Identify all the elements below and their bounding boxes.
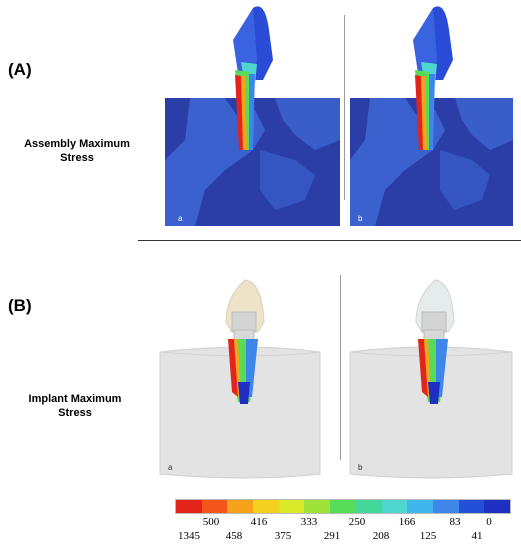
- legend-upper-label: 333: [300, 516, 318, 528]
- implant-image-a-tag: a: [168, 463, 173, 472]
- assembly-image-a-tag: a: [178, 214, 183, 223]
- legend-upper-label: 83: [449, 516, 461, 528]
- legend-swatch: [330, 500, 356, 513]
- panel-b-row-title-line2: Stress: [58, 407, 92, 419]
- panel-a-row-title-line1: Assembly Maximum: [24, 138, 130, 150]
- legend-upper-label: 250: [348, 516, 366, 528]
- legend-swatch: [484, 500, 510, 513]
- legend-swatch: [253, 500, 279, 513]
- implant-stress-image-a: a: [159, 279, 321, 479]
- panel-b-row-title: Implant Maximum Stress: [0, 392, 150, 420]
- panel-b-separator: [340, 275, 341, 460]
- legend-upper-labels: 500 416 333 250 166 83 0: [175, 516, 509, 530]
- legend-lower-label: 125: [419, 530, 437, 542]
- legend-swatch: [201, 500, 228, 513]
- legend-swatch: [432, 500, 459, 513]
- panel-a-row-title: Assembly Maximum Stress: [2, 137, 152, 165]
- assembly-stress-image-a: a: [165, 6, 340, 226]
- legend-swatch: [176, 500, 202, 513]
- legend-swatch: [381, 500, 408, 513]
- legend-lower-label: 291: [323, 530, 341, 542]
- legend-swatch: [458, 500, 485, 513]
- legend-upper-label: 416: [250, 516, 268, 528]
- panel-a-row-title-line2: Stress: [60, 152, 94, 164]
- panel-a-separator: [344, 15, 345, 200]
- legend-upper-label: 500: [202, 516, 220, 528]
- legend-lower-label: 1345: [178, 530, 200, 542]
- legend-swatch: [227, 500, 254, 513]
- implant-image-b-tag: b: [358, 463, 363, 472]
- legend-lower-label: 41: [471, 530, 483, 542]
- assembly-stress-image-b: b: [350, 6, 513, 226]
- panel-b-row-title-line1: Implant Maximum: [28, 393, 122, 405]
- panel-divider: [138, 240, 521, 241]
- stress-color-legend: [175, 499, 511, 514]
- legend-lower-label: 375: [274, 530, 292, 542]
- legend-swatch: [304, 500, 331, 513]
- legend-swatch: [278, 500, 305, 513]
- panel-a-label: (A): [8, 60, 32, 79]
- legend-swatch: [407, 500, 433, 513]
- implant-stress-image-b: b: [349, 279, 513, 479]
- legend-lower-label: 208: [372, 530, 390, 542]
- legend-upper-label: 0: [486, 516, 492, 528]
- legend-lower-label: 458: [225, 530, 243, 542]
- legend-lower-labels: 1345 458 375 291 208 125 41: [175, 530, 509, 544]
- assembly-image-b-tag: b: [358, 214, 363, 223]
- legend-swatch: [355, 500, 382, 513]
- panel-b-label: (B): [8, 296, 32, 315]
- legend-upper-label: 166: [398, 516, 416, 528]
